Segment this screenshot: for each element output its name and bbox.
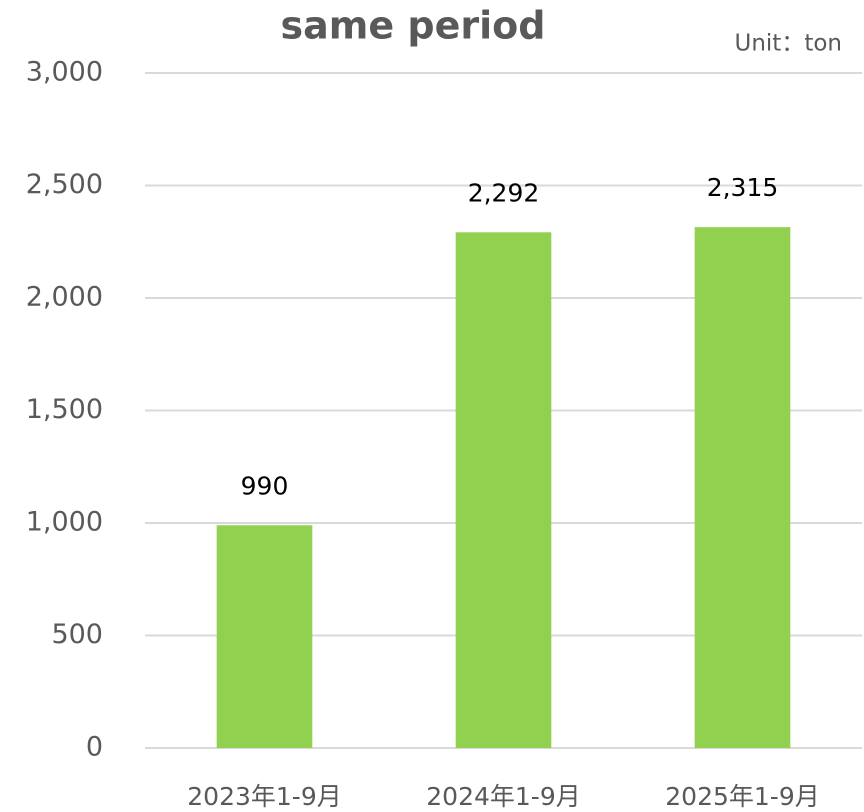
y-tick-label: 1,500 [26,394,103,425]
x-tick-label: 2023年1-9月 [187,782,341,811]
y-tick-label: 2,500 [26,169,103,200]
value-label: 2,315 [707,173,779,202]
chart-title: same period [281,4,546,48]
value-label: 990 [241,471,289,500]
y-tick-label: 500 [51,619,103,650]
y-tick-label: 1,000 [26,507,103,538]
y-tick-label: 3,000 [26,57,103,88]
y-tick-label: 0 [86,732,103,763]
unit-annotation: Unit：ton [735,31,843,57]
x-tick-label: 2025年1-9月 [665,782,819,811]
bar [694,227,791,748]
value-label: 2,292 [468,178,540,207]
bar [455,232,552,749]
y-tick-label: 2,000 [26,282,103,313]
x-tick-label: 2024年1-9月 [426,782,580,811]
bar [216,525,313,748]
